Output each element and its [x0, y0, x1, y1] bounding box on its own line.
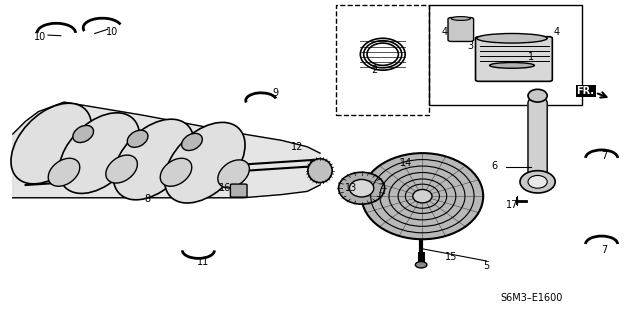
- Text: S6M3–E1600: S6M3–E1600: [500, 293, 563, 303]
- Text: 14: 14: [400, 158, 413, 168]
- Bar: [429, 5, 582, 105]
- Ellipse shape: [113, 119, 194, 200]
- Text: 1: 1: [528, 52, 534, 63]
- Ellipse shape: [451, 17, 470, 20]
- Text: 5: 5: [483, 261, 490, 271]
- Text: 15: 15: [445, 252, 458, 262]
- Text: 13: 13: [344, 183, 357, 193]
- Polygon shape: [13, 102, 320, 198]
- FancyBboxPatch shape: [448, 18, 474, 41]
- Bar: [336, 5, 429, 115]
- Ellipse shape: [48, 158, 80, 186]
- Text: 10: 10: [33, 32, 46, 42]
- Polygon shape: [528, 96, 547, 182]
- Text: 17: 17: [506, 200, 518, 210]
- Ellipse shape: [11, 103, 92, 184]
- FancyBboxPatch shape: [230, 184, 247, 197]
- Text: 16: 16: [219, 183, 232, 193]
- Ellipse shape: [308, 159, 332, 182]
- Ellipse shape: [528, 175, 547, 188]
- Ellipse shape: [127, 130, 148, 147]
- Text: 9: 9: [272, 87, 278, 98]
- Ellipse shape: [182, 133, 202, 151]
- Ellipse shape: [339, 172, 385, 204]
- Text: 11: 11: [197, 257, 210, 267]
- Text: FR.: FR.: [577, 86, 595, 96]
- Text: 4: 4: [442, 27, 448, 37]
- Ellipse shape: [160, 158, 192, 186]
- Ellipse shape: [477, 33, 547, 43]
- Ellipse shape: [218, 160, 250, 188]
- Text: 2: 2: [371, 65, 378, 75]
- Text: 6: 6: [491, 161, 497, 171]
- Text: 3: 3: [467, 41, 474, 51]
- Ellipse shape: [413, 189, 432, 203]
- Text: 7: 7: [602, 245, 608, 256]
- Text: 12: 12: [291, 142, 304, 152]
- Text: 10: 10: [106, 27, 118, 37]
- Ellipse shape: [528, 89, 547, 102]
- Ellipse shape: [73, 125, 93, 143]
- Text: 4: 4: [554, 27, 560, 37]
- Ellipse shape: [164, 122, 245, 203]
- Text: 8: 8: [144, 194, 150, 204]
- Ellipse shape: [415, 262, 427, 268]
- Ellipse shape: [349, 179, 374, 197]
- Ellipse shape: [490, 63, 534, 68]
- Ellipse shape: [59, 113, 140, 193]
- Ellipse shape: [362, 153, 483, 239]
- Ellipse shape: [520, 171, 556, 193]
- Ellipse shape: [106, 155, 138, 183]
- FancyBboxPatch shape: [476, 37, 552, 81]
- Text: 7: 7: [602, 151, 608, 161]
